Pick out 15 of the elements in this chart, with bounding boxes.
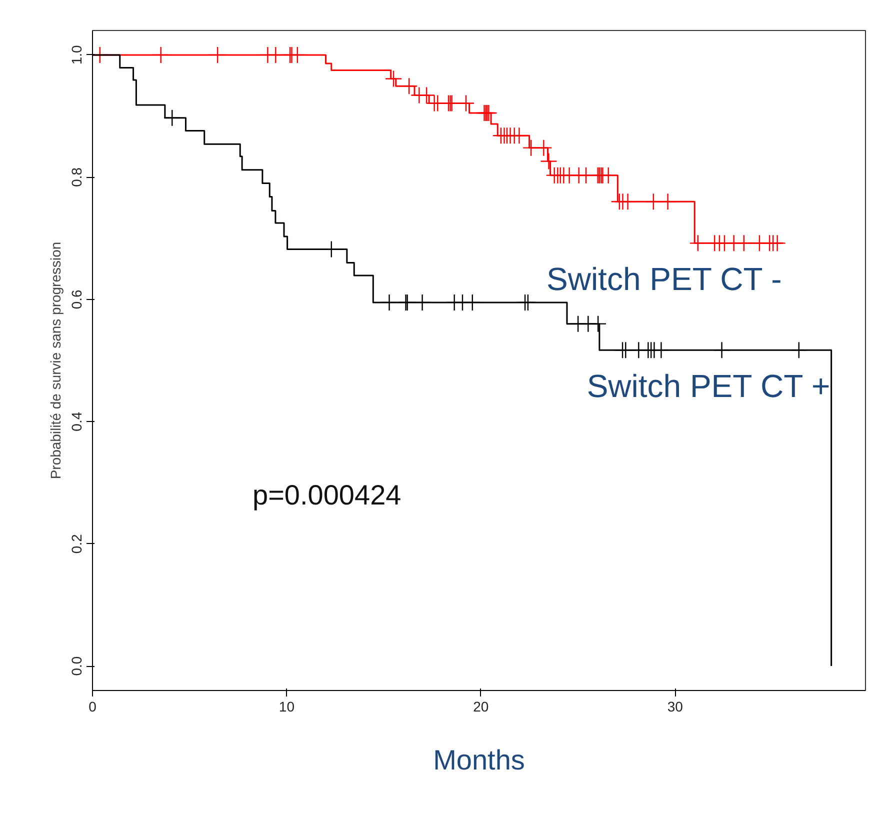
y-tick-label: 0.8 [68,167,84,187]
annotation: p=0.000424 [252,480,402,510]
y-axis-title: Probabilité de survie sans progression [48,242,64,480]
series-label: Switch PET CT + [586,368,830,404]
series-label: Switch PET CT - [546,261,782,298]
y-tick-label: 0.2 [68,534,84,554]
x-tick-label: 0 [88,698,97,714]
y-tick-label: 0.0 [68,656,84,676]
x-tick-label: 10 [278,698,295,714]
x-tick-label: 20 [473,698,489,714]
x-tick-label: 30 [667,698,684,714]
y-tick-label: 0.6 [68,289,84,310]
y-tick-label: 0.4 [68,412,84,432]
x-axis-title: Months [433,744,525,776]
y-tick-label: 1.0 [68,45,84,65]
